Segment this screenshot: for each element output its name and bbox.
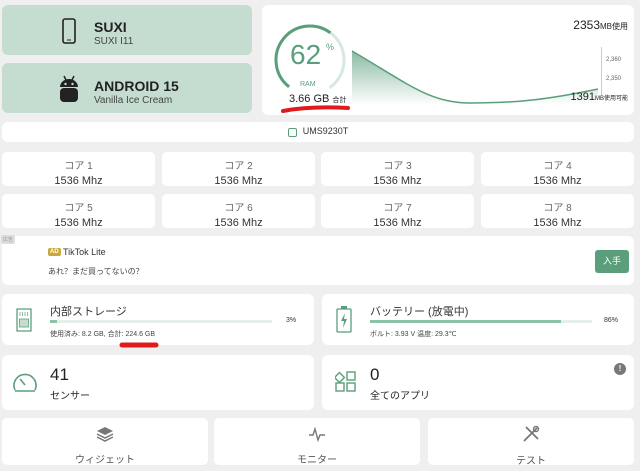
layers-icon [96, 427, 114, 442]
nav-label: ウィジェット [75, 455, 135, 466]
core-label: コア 5 [64, 203, 93, 214]
apps-card[interactable]: 0 全てのアプリ ! [322, 355, 634, 410]
ram-avail-unit: MB使用可能 [594, 96, 628, 102]
axis-tick: 2,360 [606, 57, 622, 63]
cpu-core-card: コア 5 1536 Mhz [2, 194, 155, 229]
storage-progress [50, 320, 272, 323]
chip-icon [287, 128, 297, 138]
ram-label: RAM [300, 81, 316, 88]
device-model: SUXI I11 [94, 36, 134, 47]
chip-name: UMS9230T [302, 125, 349, 136]
red-underline-annotation [119, 342, 159, 348]
chart-axis [601, 47, 602, 95]
cpu-core-card: コア 3 1536 Mhz [321, 152, 474, 187]
core-label: コア 2 [224, 161, 253, 172]
ad-banner[interactable]: 広告 AD TikTok Lite あれ？まだ買ってないの？ 入手 [1, 235, 634, 285]
core-label: コア 8 [543, 203, 572, 214]
sd-card-icon [16, 308, 32, 332]
ram-percent: 62 [290, 39, 322, 70]
ram-used: 2353MB使用 [573, 18, 628, 32]
os-card[interactable]: ANDROID 15 Vanilla Ice Cream [2, 63, 252, 113]
core-label: コア 7 [383, 203, 412, 214]
storage-detail: 使用済み: 8.2 GB, 合計: 224.6 GB [50, 331, 156, 338]
cpu-core-card: コア 2 1536 Mhz [162, 152, 315, 187]
alert-icon[interactable]: ! [614, 363, 626, 375]
battery-charging-icon [336, 306, 352, 333]
apps-grid-icon [335, 371, 356, 392]
sensors-count: 41 [50, 365, 69, 384]
sensors-card[interactable]: 41 センサー [2, 355, 314, 410]
ram-total-value: 3.66 GB [289, 93, 330, 105]
tools-icon [523, 425, 540, 442]
ram-percent-sign: % [326, 42, 335, 52]
battery-card[interactable]: バッテリー (放電中) 86% ボルト: 3.93 V 温度: 29.3℃ [322, 294, 634, 345]
core-frequency: 1536 Mhz [214, 175, 263, 187]
nav-label: テスト [516, 456, 546, 467]
nav-monitor[interactable]: モニター [214, 418, 420, 466]
axis-tick: 2,350 [606, 76, 622, 82]
battery-progress [370, 320, 592, 323]
os-name: ANDROID 15 [94, 78, 179, 94]
cpu-core-card: コア 8 1536 Mhz [481, 194, 634, 229]
apps-label: 全てのアプリ [370, 391, 430, 402]
battery-percent: 86% [604, 317, 619, 324]
cpu-core-card: コア 7 1536 Mhz [321, 194, 474, 229]
cpu-core-card: コア 4 1536 Mhz [481, 152, 634, 187]
ad-text: あれ？まだ買ってないの？ [48, 267, 144, 276]
ram-total: 3.66 GB 合計 [289, 93, 346, 105]
battery-detail: ボルト: 3.93 V 温度: 29.3℃ [370, 331, 457, 338]
chip-bar: UMS9230T [2, 122, 634, 142]
ram-total-suffix: 合計 [332, 97, 347, 104]
android-icon [60, 75, 78, 102]
core-frequency: 1536 Mhz [54, 217, 103, 229]
storage-card[interactable]: 内部ストレージ 3% 使用済み: 8.2 GB, 合計: 224.6 GB [2, 294, 314, 345]
core-frequency: 1536 Mhz [373, 175, 422, 187]
device-name: SUXI [94, 19, 127, 35]
ad-title: TikTok Lite [63, 247, 106, 257]
cpu-core-card: コア 6 1536 Mhz [162, 194, 315, 229]
ram-gauge [274, 24, 346, 96]
ram-available: 1391MB使用可能 [571, 91, 629, 103]
pulse-icon [309, 426, 325, 443]
apps-count: 0 [370, 365, 380, 384]
core-frequency: 1536 Mhz [533, 175, 582, 187]
battery-title: バッテリー (放電中) [370, 306, 469, 318]
red-underline-annotation [281, 105, 350, 113]
core-frequency: 1536 Mhz [533, 217, 582, 229]
core-label: コア 4 [543, 161, 572, 172]
ram-usage-chart [351, 50, 599, 105]
ad-tag: 広告 [1, 235, 16, 244]
gauge-icon [13, 373, 37, 392]
ad-badge: AD [48, 248, 61, 256]
core-label: コア 6 [224, 203, 253, 214]
ad-get-button[interactable]: 入手 [595, 250, 629, 273]
ram-avail-value: 1391 [570, 91, 595, 103]
phone-icon [62, 18, 76, 44]
ram-card[interactable]: 62 % RAM 3.66 GB 合計 2,360 2,350 2353MB使用… [262, 5, 634, 115]
core-label: コア 3 [383, 161, 412, 172]
nav-label: モニター [297, 455, 337, 466]
core-label: コア 1 [64, 161, 93, 172]
cpu-core-card: コア 1 1536 Mhz [2, 152, 155, 187]
ram-used-unit: MB使用 [600, 22, 628, 31]
core-frequency: 1536 Mhz [54, 175, 103, 187]
ram-used-value: 2353 [573, 18, 600, 32]
core-frequency: 1536 Mhz [214, 217, 263, 229]
core-frequency: 1536 Mhz [373, 217, 422, 229]
storage-percent: 3% [286, 317, 297, 324]
sensors-label: センサー [50, 391, 90, 402]
os-codename: Vanilla Ice Cream [94, 95, 173, 106]
storage-title: 内部ストレージ [50, 306, 127, 318]
nav-test[interactable]: テスト [428, 418, 634, 467]
device-card[interactable]: SUXI SUXI I11 [2, 5, 252, 55]
nav-widgets[interactable]: ウィジェット [2, 418, 208, 466]
